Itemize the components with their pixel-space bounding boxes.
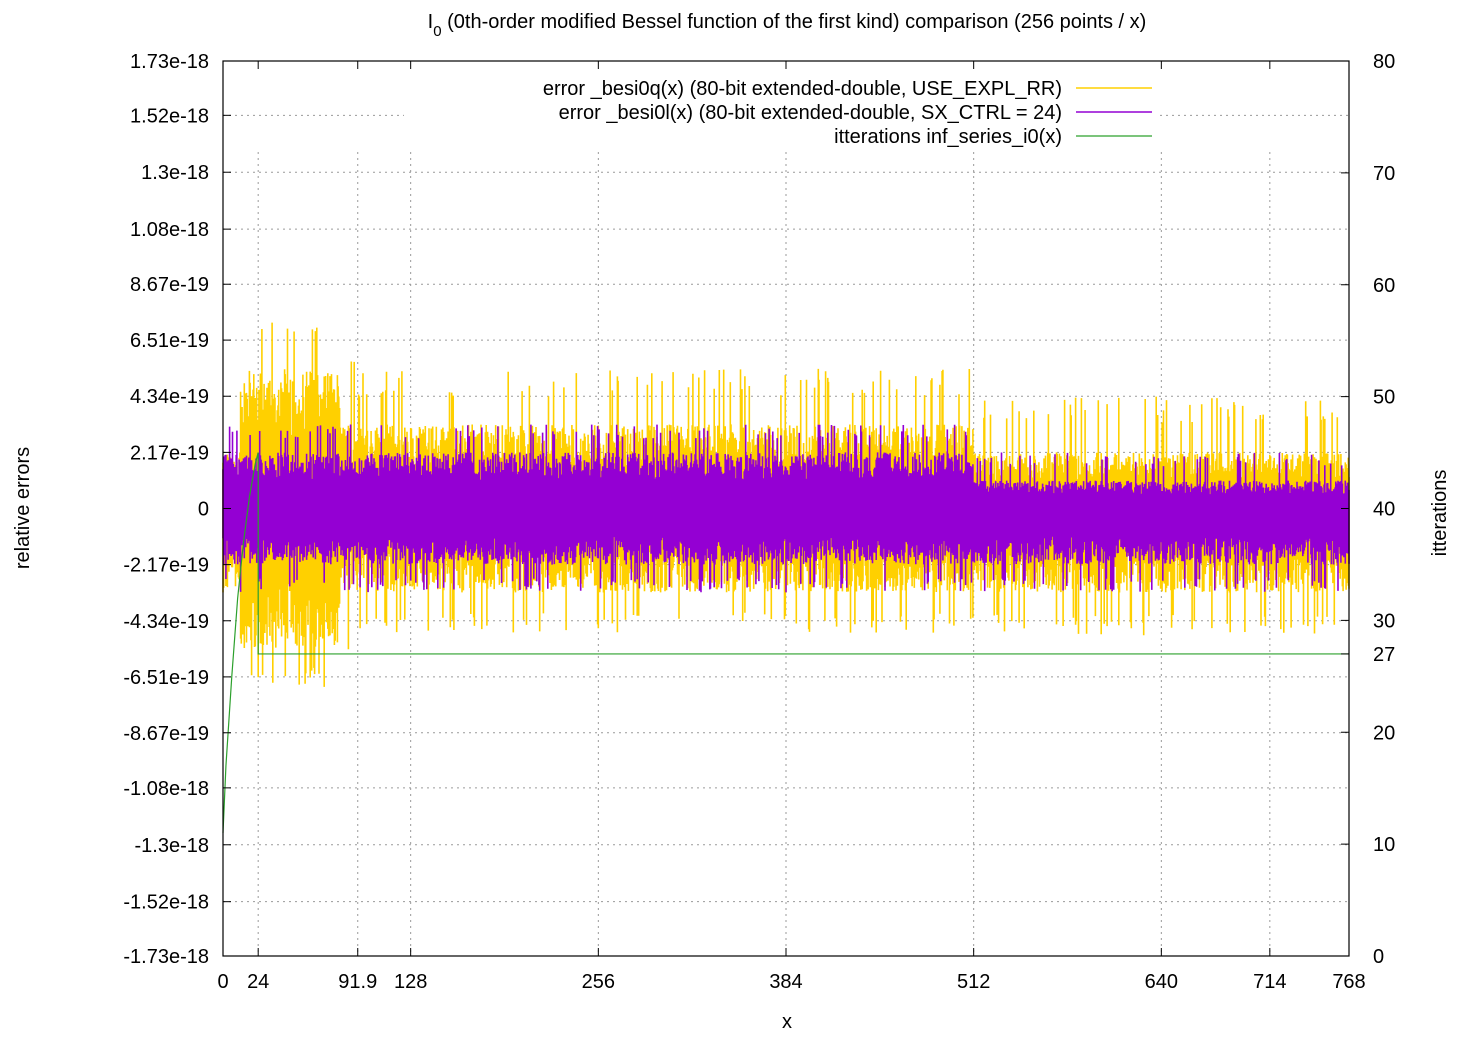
- chart-title: I0 (0th-order modified Bessel function o…: [428, 11, 1147, 40]
- chart-title-rest: (0th-order modified Bessel function of t…: [442, 11, 1147, 33]
- x-tick-label: 128: [394, 971, 427, 993]
- legend-label-1: error _besi0q(x) (80-bit extended-double…: [543, 78, 1062, 100]
- y-axis-label: relative errors: [12, 447, 34, 569]
- axis-tick-labels: 0 24 91.9 128 256 384 512 640 714 768 1.73e-18 1.52…: [123, 51, 1395, 993]
- y-tick-label: 1.52e-18: [130, 105, 209, 127]
- legend-label-3: itterations inf_series_i0(x): [834, 126, 1062, 148]
- x-tick-label: 768: [1332, 971, 1365, 993]
- plot-area: [222, 322, 1350, 833]
- y-tick-label: -1.52e-18: [123, 892, 209, 914]
- y2-tick-label: 0: [1373, 946, 1384, 968]
- y2-tick-label: 80: [1373, 51, 1395, 73]
- y-tick-label: -1.08e-18: [123, 778, 209, 800]
- x-axis-label: x: [782, 1011, 792, 1033]
- legend: error _besi0q(x) (80-bit extended-double…: [543, 78, 1152, 148]
- y-tick-label: 1.73e-18: [130, 51, 209, 73]
- x-tick-label: 0: [217, 971, 228, 993]
- y2-tick-label: 70: [1373, 163, 1395, 185]
- y2-tick-label: 10: [1373, 834, 1395, 856]
- y-tick-label: -1.3e-18: [135, 835, 210, 857]
- y2-tick-label: 30: [1373, 610, 1395, 632]
- y-tick-label: 8.67e-19: [130, 274, 209, 296]
- y-tick-label: -4.34e-19: [123, 611, 209, 633]
- x-tick-label: 91.9: [338, 971, 377, 993]
- y-tick-label: 1.3e-18: [141, 162, 209, 184]
- y-tick-label: 0: [198, 499, 209, 521]
- y2-tick-label: 27: [1373, 644, 1395, 666]
- y2-tick-label: 50: [1373, 387, 1395, 409]
- y-tick-label: -1.73e-18: [123, 946, 209, 968]
- chart-title-subscript: 0: [433, 23, 441, 40]
- y-tick-label: -8.67e-19: [123, 723, 209, 745]
- y2-tick-label: 40: [1373, 499, 1395, 521]
- chart-title-main: I: [428, 11, 434, 33]
- series-iterations-line: [222, 452, 1349, 833]
- y-tick-label: -2.17e-19: [123, 555, 209, 577]
- y2-axis-label: itterations: [1429, 470, 1451, 557]
- x-tick-label: 384: [769, 971, 802, 993]
- x-tick-label: 24: [247, 971, 269, 993]
- y-tick-label: -6.51e-19: [123, 667, 209, 689]
- y-tick-label: 6.51e-19: [130, 330, 209, 352]
- y-tick-label: 1.08e-18: [130, 219, 209, 241]
- axis-ticks: [222, 60, 1350, 957]
- y-tick-label: 4.34e-19: [130, 386, 209, 408]
- y-tick-label: 2.17e-19: [130, 442, 209, 464]
- x-tick-label: 256: [582, 971, 615, 993]
- y2-tick-label: 20: [1373, 722, 1395, 744]
- x-tick-label: 714: [1253, 971, 1286, 993]
- legend-label-2: error _besi0l(x) (80-bit extended-double…: [559, 102, 1062, 124]
- y2-tick-label: 60: [1373, 275, 1395, 297]
- x-tick-label: 512: [957, 971, 990, 993]
- x-tick-label: 640: [1145, 971, 1178, 993]
